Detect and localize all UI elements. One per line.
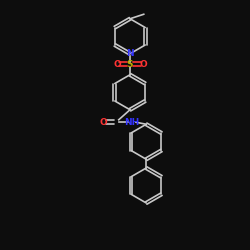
Text: NH: NH — [124, 118, 140, 127]
Text: O: O — [113, 60, 121, 69]
Text: O: O — [100, 118, 107, 127]
Text: O: O — [139, 60, 147, 69]
Text: N: N — [126, 49, 134, 58]
Text: S: S — [127, 60, 133, 69]
